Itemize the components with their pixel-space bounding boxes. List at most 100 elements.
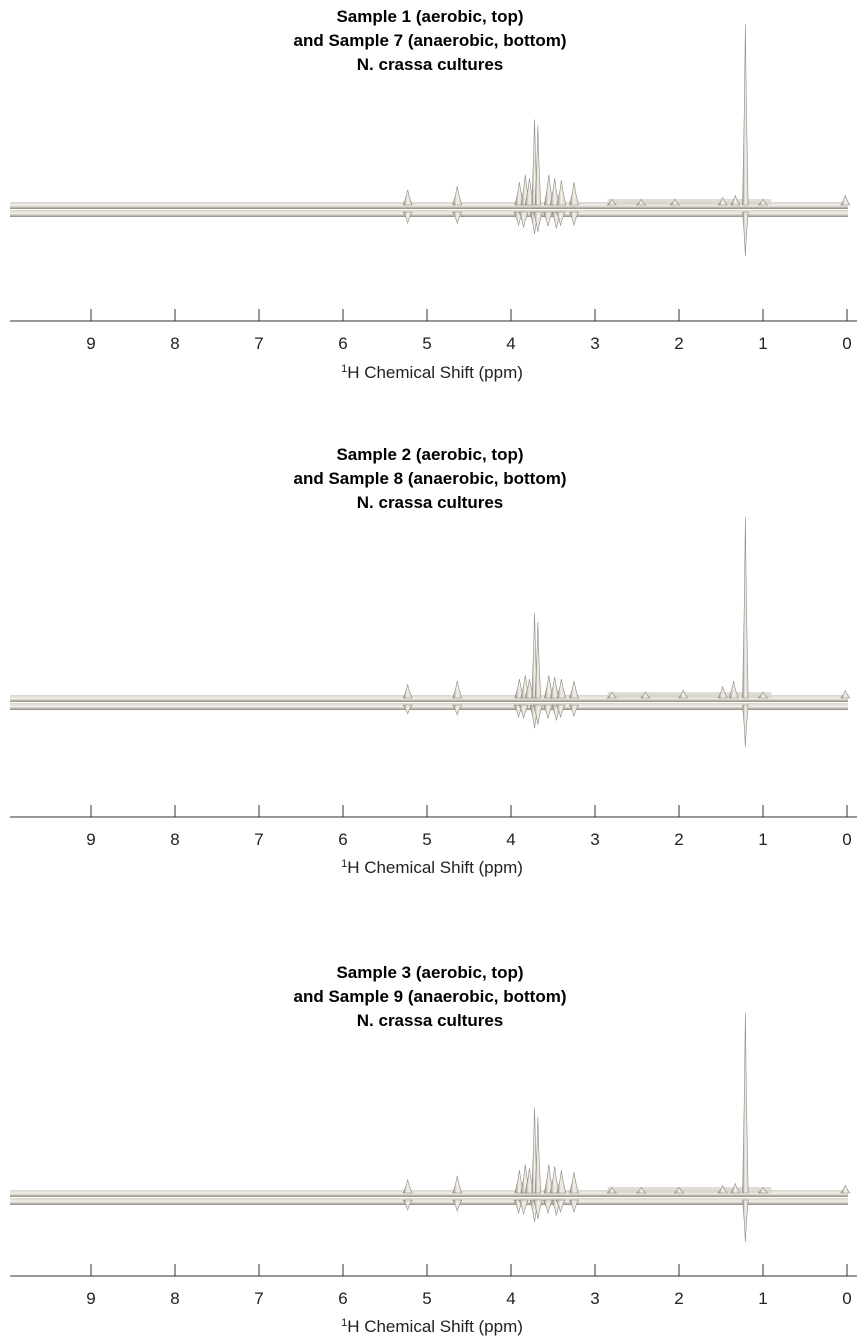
panel-title-line: and Sample 9 (anaerobic, bottom)	[294, 987, 567, 1006]
baseline-bottom-series	[10, 1198, 848, 1205]
peak-bottom-series	[402, 1199, 413, 1211]
x-tick-label: 9	[86, 334, 95, 353]
x-axis-label: 1H Chemical Shift (ppm)	[341, 363, 523, 382]
nmr-panel: Sample 2 (aerobic, top) and Sample 8 (ana…	[10, 445, 857, 877]
peak-bottom-series	[742, 211, 749, 257]
peak-bottom-series	[555, 211, 566, 227]
x-tick-label: 0	[842, 1289, 851, 1308]
x-tick-label: 1	[758, 334, 767, 353]
peak-bottom-series	[518, 1199, 529, 1215]
peak-top-series	[742, 517, 749, 699]
peak-top-series	[717, 196, 728, 206]
peak-top-series	[757, 198, 769, 206]
peak-bottom-series	[452, 211, 463, 224]
x-tick-label: 8	[170, 334, 179, 353]
x-tick-label: 5	[422, 830, 431, 849]
x-axis-label-superscript: 1	[341, 363, 347, 375]
x-tick-label: 3	[590, 1289, 599, 1308]
peak-bottom-series	[452, 704, 463, 716]
x-tick-label: 1	[758, 830, 767, 849]
peak-top-series	[669, 198, 680, 206]
x-tick-label: 1	[758, 1289, 767, 1308]
peak-top-series	[717, 1184, 728, 1194]
x-tick-label: 6	[338, 830, 347, 849]
peak-top-series	[840, 1184, 851, 1194]
x-tick-label: 2	[674, 1289, 683, 1308]
peak-top-series	[728, 680, 739, 699]
aliphatic-region-band	[607, 692, 772, 698]
aliphatic-region-band	[607, 1187, 772, 1193]
peak-top-series	[534, 125, 541, 206]
aliphatic-region-band	[607, 199, 772, 205]
peak-top-series	[606, 1186, 617, 1194]
x-axis-label: 1H Chemical Shift (ppm)	[341, 1317, 523, 1336]
peak-top-series	[556, 678, 567, 699]
panel-title-line: and Sample 8 (anaerobic, bottom)	[294, 469, 567, 488]
peak-bottom-series	[402, 704, 413, 715]
peak-top-series	[640, 691, 651, 699]
peak-top-series	[402, 1178, 413, 1194]
peak-top-series	[402, 189, 413, 206]
peak-bottom-series	[518, 704, 529, 720]
baseline-top-series	[10, 695, 848, 702]
x-axis-label-superscript: 1	[341, 858, 347, 870]
x-axis-label-text: H Chemical Shift (ppm)	[347, 858, 523, 877]
peak-top-series	[678, 689, 689, 699]
peak-top-series	[840, 689, 851, 699]
baseline-top-series	[10, 202, 848, 209]
peak-top-series	[673, 1186, 685, 1194]
panel-title-line: Sample 3 (aerobic, top)	[336, 963, 523, 982]
panel-title-line: and Sample 7 (anaerobic, bottom)	[294, 31, 567, 50]
peak-bottom-series	[569, 704, 579, 717]
x-tick-label: 2	[674, 334, 683, 353]
peak-top-series	[606, 691, 617, 699]
x-tick-label: 0	[842, 830, 851, 849]
x-tick-label: 5	[422, 334, 431, 353]
x-tick-label: 2	[674, 830, 683, 849]
x-axis-label-superscript: 1	[341, 1317, 347, 1329]
peak-bottom-series	[543, 704, 553, 720]
x-tick-label: 4	[506, 1289, 515, 1308]
peak-bottom-series	[518, 211, 529, 228]
panel-title-line: N. crassa cultures	[357, 1011, 503, 1030]
peak-top-series	[730, 1182, 741, 1194]
nmr-panel: Sample 3 (aerobic, top) and Sample 9 (ana…	[10, 963, 857, 1336]
panel-title-line: N. crassa cultures	[357, 493, 503, 512]
baseline-bottom-series	[10, 210, 848, 217]
peak-top-series	[534, 1116, 541, 1194]
peak-bottom-series	[452, 1199, 463, 1212]
peak-top-series	[742, 1012, 749, 1194]
x-tick-label: 8	[170, 830, 179, 849]
x-tick-label: 3	[590, 334, 599, 353]
peak-top-series	[569, 680, 579, 699]
x-tick-label: 5	[422, 1289, 431, 1308]
peak-bottom-series	[402, 211, 413, 224]
x-tick-label: 4	[506, 830, 515, 849]
x-tick-label: 8	[170, 1289, 179, 1308]
peak-top-series	[730, 194, 741, 206]
x-axis-label: 1H Chemical Shift (ppm)	[341, 858, 523, 877]
peak-bottom-series	[742, 704, 749, 747]
baseline-top-series	[10, 1190, 848, 1197]
peak-top-series	[452, 185, 463, 206]
peak-top-series	[757, 1186, 769, 1194]
x-axis-label-text: H Chemical Shift (ppm)	[347, 1317, 523, 1336]
peak-top-series	[606, 198, 617, 206]
peak-top-series	[717, 685, 728, 699]
peak-top-series	[636, 198, 647, 206]
peak-top-series	[636, 1186, 647, 1194]
peak-top-series	[452, 680, 463, 699]
panel-title-line: N. crassa cultures	[357, 55, 503, 74]
peak-top-series	[556, 1170, 567, 1194]
x-axis-label-text: H Chemical Shift (ppm)	[347, 363, 523, 382]
peak-bottom-series	[742, 1199, 749, 1242]
peak-top-series	[569, 182, 579, 206]
peak-bottom-series	[543, 211, 553, 227]
baseline-bottom-series	[10, 703, 848, 710]
peak-top-series	[534, 621, 541, 699]
peak-bottom-series	[543, 1199, 553, 1215]
x-tick-label: 9	[86, 830, 95, 849]
peak-top-series	[556, 180, 567, 206]
x-tick-label: 4	[506, 334, 515, 353]
